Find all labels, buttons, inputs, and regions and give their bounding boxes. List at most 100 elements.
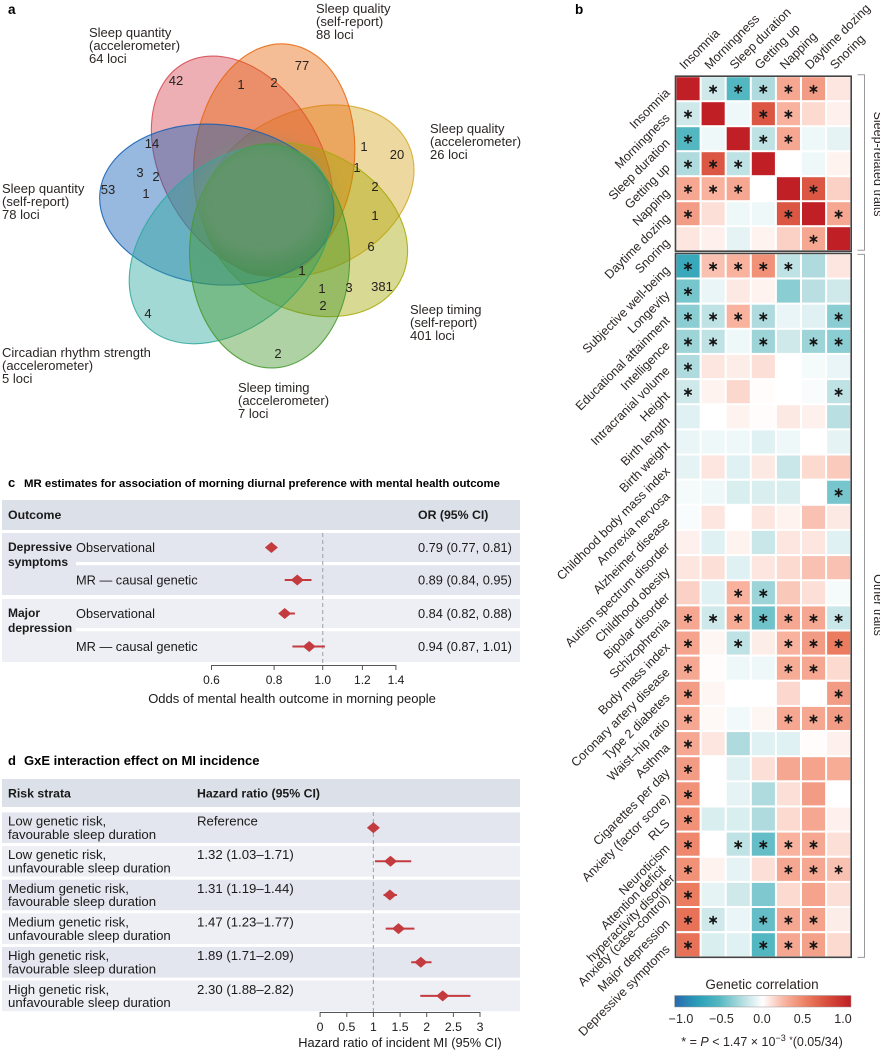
svg-text:GxE interaction effect on MI i: GxE interaction effect on MI incidence: [24, 753, 260, 768]
svg-text:401 loci: 401 loci: [410, 328, 455, 343]
svg-text:14: 14: [145, 136, 159, 151]
svg-text:MR — causal genetic: MR — causal genetic: [76, 639, 198, 654]
svg-text:2: 2: [270, 75, 277, 90]
svg-text:favourable sleep duration: favourable sleep duration: [8, 827, 156, 842]
svg-text:2: 2: [371, 179, 378, 194]
svg-text:Medium genetic risk,: Medium genetic risk,: [8, 881, 129, 896]
svg-text:b: b: [575, 2, 583, 17]
svg-text:64 loci: 64 loci: [89, 51, 127, 66]
svg-text:2: 2: [152, 169, 159, 184]
svg-text:0.89 (0.84, 0.95): 0.89 (0.84, 0.95): [418, 573, 512, 588]
svg-text:(self-report): (self-report): [316, 14, 383, 29]
svg-text:symptoms: symptoms: [8, 555, 68, 569]
svg-text:OR (95% CI): OR (95% CI): [418, 508, 488, 522]
svg-text:77: 77: [295, 58, 309, 73]
svg-text:3: 3: [136, 165, 143, 180]
svg-text:2: 2: [274, 346, 281, 361]
svg-text:Low genetic risk,: Low genetic risk,: [8, 814, 106, 829]
svg-text:2.30 (1.88–2.82): 2.30 (1.88–2.82): [197, 982, 294, 997]
svg-text:0.84 (0.82, 0.88): 0.84 (0.82, 0.88): [418, 606, 512, 621]
svg-text:(accelerometer): (accelerometer): [2, 358, 93, 373]
svg-text:High genetic risk,: High genetic risk,: [8, 948, 109, 963]
svg-text:Observational: Observational: [76, 606, 155, 621]
svg-text:0.6: 0.6: [203, 673, 220, 687]
svg-text:Sleep timing: Sleep timing: [410, 302, 482, 317]
svg-text:1.89 (1.71–2.09): 1.89 (1.71–2.09): [197, 948, 294, 963]
svg-text:MR estimates for association o: MR estimates for association of morning …: [24, 478, 500, 490]
svg-text:(self-report): (self-report): [2, 194, 69, 209]
svg-text:0.79 (0.77, 0.81): 0.79 (0.77, 0.81): [418, 540, 512, 555]
svg-text:unfavourable sleep duration: unfavourable sleep duration: [8, 928, 171, 943]
svg-text:Reference: Reference: [197, 814, 258, 829]
svg-text:a: a: [8, 2, 16, 17]
svg-text:Genetic correlation: Genetic correlation: [705, 977, 818, 992]
svg-text:381: 381: [371, 279, 393, 294]
svg-text:Hazard ratio (95% CI): Hazard ratio (95% CI): [197, 787, 320, 801]
svg-text:42: 42: [169, 73, 183, 88]
svg-text:2: 2: [423, 1020, 430, 1034]
svg-text:4: 4: [144, 306, 151, 321]
svg-text:(accelerometer): (accelerometer): [89, 38, 180, 53]
svg-text:Odds of mental health outcome: Odds of mental health outcome in morning…: [148, 691, 436, 706]
svg-text:1.4: 1.4: [388, 673, 405, 687]
svg-text:1.2: 1.2: [354, 673, 371, 687]
svg-text:Outcome: Outcome: [8, 508, 61, 522]
svg-text:53: 53: [101, 182, 115, 197]
svg-text:6: 6: [367, 239, 374, 254]
svg-text:1.0: 1.0: [314, 673, 331, 687]
svg-text:MR — causal genetic: MR — causal genetic: [76, 573, 198, 588]
svg-text:2: 2: [319, 298, 326, 313]
svg-text:0: 0: [317, 1020, 324, 1034]
svg-text:* = P < 1.47 × 10−3 *(0.05/34): * = P < 1.47 × 10−3 *(0.05/34): [681, 1033, 843, 1049]
svg-text:Sleep quality: Sleep quality: [430, 121, 505, 136]
svg-text:−1.0: −1.0: [669, 1012, 694, 1026]
svg-text:0.5: 0.5: [794, 1012, 811, 1026]
svg-text:Sleep quantity: Sleep quantity: [89, 25, 172, 40]
svg-text:Other traits: Other traits: [871, 574, 880, 636]
svg-text:1.5: 1.5: [392, 1020, 409, 1034]
svg-text:Sleep quality: Sleep quality: [316, 1, 391, 16]
svg-text:1.0: 1.0: [834, 1012, 851, 1026]
svg-text:26 loci: 26 loci: [430, 147, 468, 162]
svg-text:0.5: 0.5: [338, 1020, 355, 1034]
svg-text:1.32 (1.03–1.71): 1.32 (1.03–1.71): [197, 847, 294, 862]
svg-text:3: 3: [345, 280, 352, 295]
svg-text:unfavourable sleep duration: unfavourable sleep duration: [8, 861, 171, 876]
svg-text:1: 1: [360, 139, 367, 154]
svg-text:0.8: 0.8: [266, 673, 283, 687]
svg-text:1: 1: [142, 186, 149, 201]
svg-text:0.94 (0.87, 1.01): 0.94 (0.87, 1.01): [418, 639, 512, 654]
svg-text:(accelerometer): (accelerometer): [238, 393, 329, 408]
svg-text:2.5: 2.5: [445, 1020, 462, 1034]
svg-text:Depressive: Depressive: [8, 540, 72, 554]
svg-text:Circadian rhythm strength: Circadian rhythm strength: [2, 345, 151, 360]
svg-text:Sleep-related traits: Sleep-related traits: [871, 112, 880, 217]
svg-text:1: 1: [298, 263, 305, 278]
svg-text:78 loci: 78 loci: [2, 207, 40, 222]
svg-text:20: 20: [390, 147, 404, 162]
svg-text:depression: depression: [8, 621, 72, 635]
svg-text:Major: Major: [8, 606, 40, 620]
svg-text:1: 1: [370, 1020, 377, 1034]
svg-text:1: 1: [353, 160, 360, 175]
svg-text:Medium genetic risk,: Medium genetic risk,: [8, 915, 129, 930]
svg-text:d: d: [8, 753, 16, 768]
svg-text:7 loci: 7 loci: [238, 406, 268, 421]
svg-text:Sleep timing: Sleep timing: [238, 380, 310, 395]
svg-text:88 loci: 88 loci: [316, 27, 354, 42]
svg-text:1: 1: [237, 77, 244, 92]
svg-text:1: 1: [371, 208, 378, 223]
svg-text:unfavourable sleep duration: unfavourable sleep duration: [8, 995, 171, 1010]
svg-text:favourable sleep duration: favourable sleep duration: [8, 962, 156, 977]
svg-text:(self-report): (self-report): [410, 315, 477, 330]
svg-text:0.0: 0.0: [753, 1012, 770, 1026]
svg-text:1.31 (1.19–1.44): 1.31 (1.19–1.44): [197, 881, 294, 896]
svg-text:Risk strata: Risk strata: [8, 787, 71, 801]
svg-text:−0.5: −0.5: [709, 1012, 734, 1026]
svg-text:5 loci: 5 loci: [2, 371, 32, 386]
svg-text:c: c: [8, 475, 15, 490]
svg-text:Observational: Observational: [76, 540, 155, 555]
svg-text:1.47 (1.23–1.77): 1.47 (1.23–1.77): [197, 915, 294, 930]
svg-text:High genetic risk,: High genetic risk,: [8, 982, 109, 997]
svg-text:1: 1: [318, 281, 325, 296]
